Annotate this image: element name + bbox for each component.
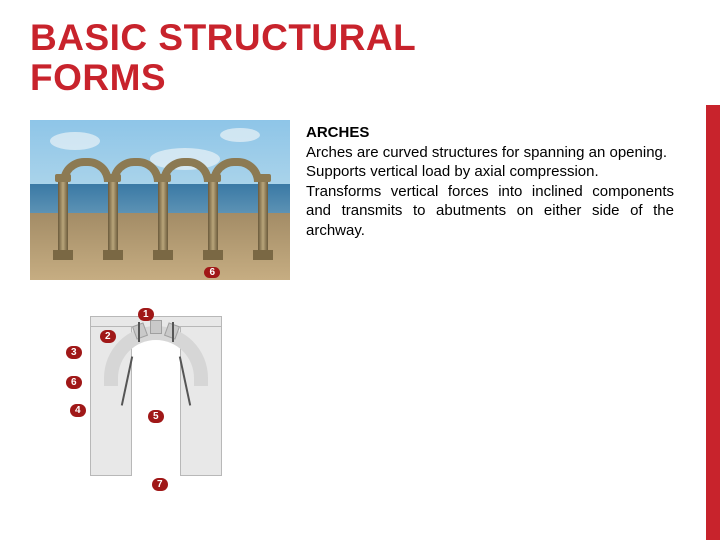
accent-bar [706,105,720,540]
title-line-1: BASIC STRUCTURAL [30,17,416,58]
slide-title: BASIC STRUCTURAL FORMS [30,18,690,98]
photo-label: 6 [204,267,220,278]
diagram-label-7: 7 [152,478,168,491]
arches-photo: 6 [30,120,290,280]
title-line-2: FORMS [30,57,166,98]
arch-diagram: 1 2 3 4 5 6 7 [60,286,260,486]
diagram-label-1: 1 [138,308,154,321]
paragraph-2: Supports vertical load by axial compress… [306,162,674,182]
diagram-label-3: 3 [66,346,82,359]
diagram-label-5: 5 [148,410,164,423]
paragraph-1: Arches are curved structures for spannin… [306,143,674,163]
content-row: 6 1 2 3 4 5 [30,120,690,486]
diagram-label-6: 6 [66,376,82,389]
section-heading: ARCHES [306,124,674,141]
diagram-label-2: 2 [100,330,116,343]
slide-content: BASIC STRUCTURAL FORMS [0,0,720,486]
diagram-label-4: 4 [70,404,86,417]
left-column: 6 1 2 3 4 5 [30,120,290,486]
right-column: ARCHES Arches are curved structures for … [306,120,690,486]
paragraph-3: Transforms vertical forces into inclined… [306,182,674,241]
